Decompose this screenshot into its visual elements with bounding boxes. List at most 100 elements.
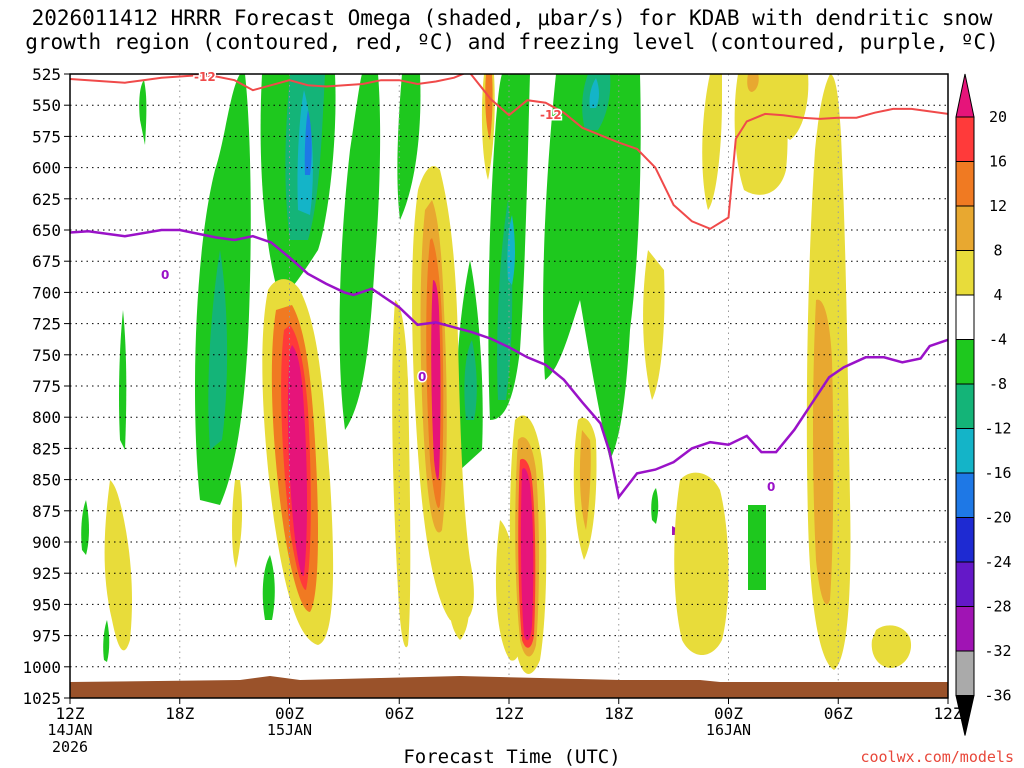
- omega-region: [871, 625, 912, 668]
- colorbar-max-arrow: [955, 73, 975, 118]
- omega-region: [674, 472, 729, 655]
- colorbar-bin: [955, 517, 975, 563]
- chart-title: 2026011412 HRRR Forecast Omega (shaded, …: [0, 6, 1024, 54]
- omega-region: [304, 110, 312, 175]
- colorbar-label: -28: [984, 598, 1011, 616]
- omega-region: [392, 300, 411, 648]
- omega-region: [485, 74, 493, 140]
- colorbar-label: -12: [984, 420, 1011, 438]
- colorbar-label: 8: [993, 242, 1002, 260]
- freezing-level-label: 0: [767, 480, 775, 494]
- y-tick-label: 825: [32, 439, 61, 458]
- source-credit: coolwx.com/models: [860, 748, 1014, 766]
- x-tick-date-label: 16JAN: [706, 721, 751, 739]
- colorbar-bin: [955, 561, 975, 607]
- dgz-contour-label: -12: [540, 108, 562, 122]
- gridlines: [70, 74, 948, 698]
- x-tick-label: 06Z: [385, 704, 414, 723]
- omega-region: [543, 74, 641, 460]
- colorbar-bin: [955, 383, 975, 429]
- colorbar-bin: [955, 428, 975, 474]
- x-tick-label: 18Z: [604, 704, 633, 723]
- y-tick-label: 925: [32, 564, 61, 583]
- colorbar-label: 4: [993, 286, 1002, 304]
- y-tick-label: 625: [32, 190, 61, 209]
- omega-region: [651, 488, 659, 524]
- x-tick-label: 00Z: [714, 704, 743, 723]
- y-tick-label: 900: [32, 533, 61, 552]
- colorbar-bin: [955, 606, 975, 652]
- y-axis: 525 550 575 600 625 650 675 700 725 750 775 800 825 8…: [22, 65, 70, 708]
- colorbar-bin: [955, 650, 975, 696]
- y-tick-label: 750: [32, 346, 61, 365]
- y-tick-label: 550: [32, 96, 61, 115]
- colorbar-label: -20: [984, 509, 1011, 527]
- freezing-level-label: 0: [161, 268, 169, 282]
- colorbar-bin: [955, 116, 975, 162]
- omega-region: [81, 500, 89, 555]
- y-tick-label: 1025: [22, 689, 61, 708]
- omega-region: [702, 74, 722, 210]
- omega-region: [431, 280, 441, 480]
- dgz-contour-label: -12: [194, 70, 216, 84]
- omega-region: [232, 480, 243, 568]
- x-tick-date-label: 14JAN: [47, 721, 92, 739]
- colorbar-label: 20: [989, 108, 1007, 126]
- y-tick-label: 850: [32, 471, 61, 490]
- colorbar-min-arrow: [955, 695, 975, 736]
- omega-region: [208, 250, 228, 450]
- omega-region: [397, 74, 421, 220]
- y-tick-label: 725: [32, 315, 61, 334]
- colorbar-bin: [955, 339, 975, 385]
- x-tick-label: 12Z: [934, 704, 963, 723]
- contour-labels: -12 -12 0 0 0: [160, 69, 777, 496]
- colorbar-bin: [955, 294, 975, 340]
- colorbar-bin: [955, 205, 975, 251]
- x-tick-label: 00Z: [275, 704, 304, 723]
- x-tick-date-label: 2026: [52, 738, 88, 756]
- omega-region: [747, 74, 759, 92]
- title-line-1: 2026011412 HRRR Forecast Omega (shaded, …: [31, 6, 993, 30]
- x-axis-title: Forecast Time (UTC): [403, 746, 621, 768]
- y-tick-label: 675: [32, 252, 61, 271]
- x-tick-label: 12Z: [56, 704, 85, 723]
- x-tick-label: 18Z: [165, 704, 194, 723]
- colorbar-label: -8: [989, 375, 1007, 393]
- omega-region: [464, 340, 477, 420]
- x-tick-date-label: 15JAN: [267, 721, 312, 739]
- omega-region: [287, 345, 307, 576]
- omega-region: [448, 570, 470, 640]
- y-tick-label: 650: [32, 221, 61, 240]
- omega-region: [520, 468, 534, 641]
- y-tick-label: 875: [32, 502, 61, 521]
- omega-region: [104, 480, 132, 651]
- omega-region: [139, 80, 147, 145]
- y-tick-label: 600: [32, 159, 61, 178]
- colorbar-label: 12: [989, 197, 1007, 215]
- colorbar-label: -4: [989, 331, 1007, 349]
- colorbar: 20 16 12 8 4 -4 -8 -12 -16 -20 -24 -28 -32 -36: [955, 73, 1012, 736]
- colorbar-bin: [955, 161, 975, 207]
- plot-area: [70, 74, 948, 698]
- dgz-contour-line: [70, 74, 948, 230]
- omega-region: [339, 74, 381, 430]
- colorbar-bin: [955, 250, 975, 296]
- omega-region: [643, 250, 665, 400]
- freezing-level-label: 0: [418, 370, 426, 384]
- omega-shading: [81, 74, 912, 674]
- omega-region: [589, 78, 599, 108]
- colorbar-label: -32: [984, 642, 1011, 660]
- x-tick-label: 12Z: [495, 704, 524, 723]
- colorbar-bin: [955, 472, 975, 518]
- y-tick-label: 700: [32, 283, 61, 302]
- omega-region: [103, 620, 110, 662]
- omega-region: [262, 555, 275, 620]
- omega-region: [813, 299, 834, 605]
- terrain-ridge: [70, 676, 948, 698]
- omega-region: [119, 310, 127, 450]
- colorbar-label: -36: [984, 687, 1011, 705]
- colorbar-label: 16: [989, 153, 1007, 171]
- y-tick-label: 975: [32, 627, 61, 646]
